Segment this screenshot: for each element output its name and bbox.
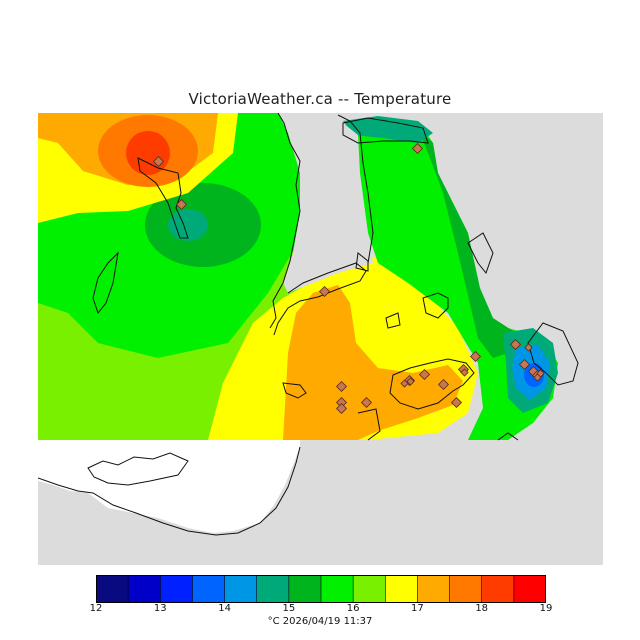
field-dkgreen-east: [418, 128, 513, 358]
station-marker: [335, 380, 348, 393]
field-orange-south: [283, 285, 463, 440]
legend-color-cell: [449, 575, 483, 603]
legend-tick-label: 17: [411, 603, 424, 614]
station-marker: [460, 368, 469, 377]
legend-tick-label: 13: [153, 603, 167, 614]
units-timestamp: °C 2026/04/19 11:37: [267, 616, 373, 627]
sea-strait: [278, 113, 373, 293]
station-marker: [335, 396, 348, 409]
temperature-map: [38, 113, 603, 565]
legend-color-cell: [384, 575, 419, 603]
legend-color-cell: [288, 575, 322, 603]
legend-color-cell: [256, 575, 290, 603]
station-marker: [152, 155, 165, 168]
legend-tick-label: 19: [539, 603, 553, 614]
station-marker: [524, 343, 533, 352]
station-marker: [469, 350, 482, 363]
station-marker: [360, 396, 373, 409]
station-marker: [400, 379, 409, 388]
station-marker: [509, 338, 522, 351]
legend-color-cell: [192, 575, 226, 603]
legend-tick-label: 14: [218, 603, 231, 614]
station-marker: [411, 142, 424, 155]
no-data-area: [38, 440, 300, 533]
station-marker: [175, 198, 188, 211]
sea-northeast: [428, 113, 583, 313]
station-marker: [518, 358, 531, 371]
map-title: VictoriaWeather.ca -- Temperature: [188, 90, 452, 108]
color-legend: [96, 575, 546, 603]
station-marker: [335, 402, 348, 415]
legend-color-cell: [352, 575, 387, 603]
legend-color-cell: [481, 575, 515, 603]
legend-tick-label: 15: [282, 603, 296, 614]
legend-tick-label: 12: [89, 603, 103, 614]
legend-color-cell: [224, 575, 258, 603]
legend-color-cell: [96, 575, 129, 603]
station-marker: [406, 377, 415, 386]
coastlines: [38, 113, 579, 536]
legend-color-cell: [320, 575, 354, 603]
legend-tick-label: 16: [346, 603, 360, 614]
field-teal-core: [168, 209, 208, 241]
field-teal-ne: [343, 116, 433, 143]
station-marker: [318, 285, 331, 298]
station-marker: [437, 378, 450, 391]
station-marker: [418, 368, 431, 381]
legend-color-cell: [417, 575, 451, 603]
station-marker: [533, 373, 542, 382]
legend-color-cell: [159, 575, 194, 603]
legend-tick-label: 18: [475, 603, 489, 614]
legend-color-cell: [127, 575, 162, 603]
station-marker: [450, 396, 463, 409]
legend-color-cell: [513, 575, 546, 603]
field-red-nw: [126, 131, 170, 175]
color-legend-ticks: 12 13 14 15 16 17 18 19: [0, 603, 640, 617]
station-markers: [152, 142, 545, 415]
